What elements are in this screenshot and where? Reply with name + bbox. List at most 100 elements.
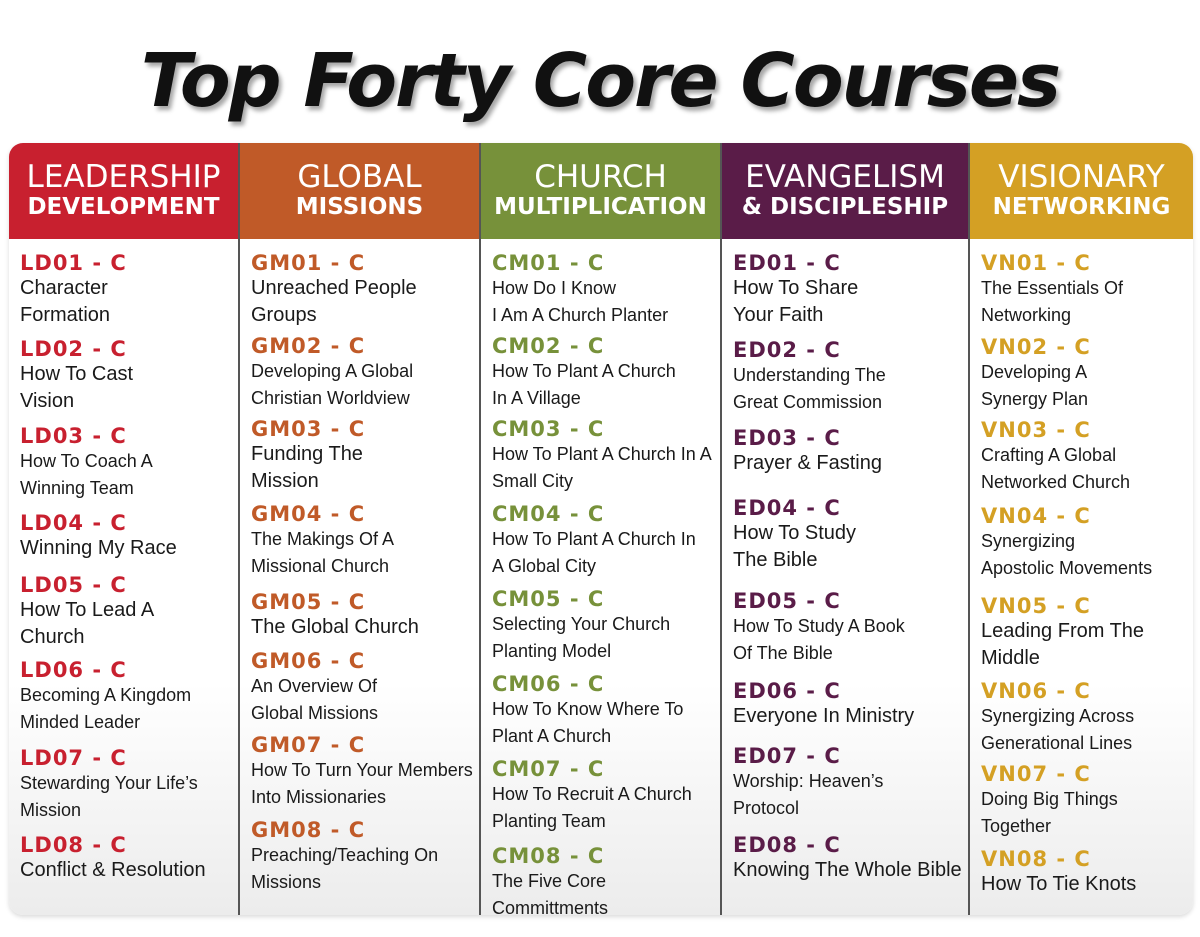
course-code: LD01 - C [20, 251, 127, 275]
course-code: VN08 - C [981, 847, 1091, 871]
course-item: LD04 - C Winning My Race [20, 511, 177, 562]
course-code: ED04 - C [733, 496, 841, 520]
column-header-line2: NETWORKING [992, 194, 1171, 220]
course-item: LD02 - C How To Cast Vision [20, 337, 133, 415]
course-code: GM06 - C [251, 649, 366, 673]
course-name: How To Share Your Faith [733, 277, 859, 326]
course-code: VN03 - C [981, 418, 1091, 442]
course-name: Developing A Global Christian Worldview [251, 361, 414, 408]
column-header-line2: MULTIPLICATION [494, 194, 707, 220]
course-name: The Five Core Committments [492, 871, 609, 915]
course-code: VN02 - C [981, 335, 1091, 359]
course-name: Unreached People Groups [251, 277, 417, 326]
course-code: CM02 - C [492, 334, 605, 358]
course-item: CM01 - C How Do I Know I Am A Church Plan… [492, 251, 668, 329]
course-code: ED08 - C [733, 833, 841, 857]
course-item: GM05 - C The Global Church [251, 590, 419, 641]
course-name: How To Know Where To Plant A Church [492, 699, 684, 746]
course-item: VN05 - C Leading From The Middle [981, 594, 1144, 672]
course-name: How To Plant A Church In A Global City [492, 529, 696, 576]
course-item: LD01 - C Character Formation [20, 251, 127, 329]
column-header-line2: MISSIONS [295, 194, 424, 220]
course-item: GM07 - C How To Turn Your Members Into Mi… [251, 733, 473, 811]
course-item: CM06 - C How To Know Where To Plant A Chu… [492, 672, 683, 750]
column-header-cm: CHURCH MULTIPLICATION [481, 143, 720, 239]
course-item: ED04 - C How To Study The Bible [733, 496, 856, 574]
course-name: Winning My Race [20, 537, 177, 559]
course-item: CM03 - C How To Plant A Church In A Small… [492, 417, 712, 495]
course-item: VN04 - C Synergizing Apostolic Movements [981, 504, 1152, 582]
course-list: ED01 - C How To Share Your Faith ED02 - C U… [722, 239, 968, 881]
column-vn: VISIONARY NETWORKING VN01 - C The Essential… [970, 143, 1193, 915]
course-code: LD08 - C [20, 833, 127, 857]
course-code: LD02 - C [20, 337, 127, 361]
course-code: ED01 - C [733, 251, 841, 275]
course-item: ED07 - C Worship: Heaven’s Protocol [733, 744, 883, 822]
course-name: Synergizing Across Generational Lines [981, 706, 1135, 753]
course-list: CM01 - C How Do I Know I Am A Church Plan… [481, 239, 720, 915]
course-item: LD06 - C Becoming A Kingdom Minded Leader [20, 658, 191, 736]
course-name: Knowing The Whole Bible [733, 859, 962, 881]
course-name: How To Tie Knots [981, 873, 1137, 895]
column-header-ld: LEADERSHIP DEVELOPMENT [9, 143, 238, 239]
course-code: CM05 - C [492, 587, 605, 611]
course-name: The Makings Of A Missional Church [251, 529, 395, 576]
course-name: How To Lead A Church [20, 599, 155, 648]
course-name: Prayer & Fasting [733, 452, 882, 474]
column-gm: GLOBAL MISSIONS GM01 - C Unreached People G… [240, 143, 481, 915]
course-item: CM08 - C The Five Core Committments [492, 844, 720, 915]
course-item: VN03 - C Crafting A Global Networked Chur… [981, 418, 1130, 496]
course-name: How To Recruit A Church Planting Team [492, 784, 692, 831]
course-code: CM03 - C [492, 417, 605, 441]
course-name: Stewarding Your Life’s Mission [20, 773, 198, 820]
course-item: GM04 - C The Makings Of A Missional Churc… [251, 502, 394, 580]
course-item: GM03 - C Funding The Mission [251, 417, 365, 495]
course-name: Selecting Your Church Planting Model [492, 614, 671, 661]
course-code: GM07 - C [251, 733, 366, 757]
course-name: Character Formation [20, 277, 111, 326]
column-header-line1: GLOBAL [297, 159, 422, 195]
course-code: CM07 - C [492, 757, 605, 781]
column-header-line1: EVANGELISM [745, 159, 945, 195]
course-code: LD04 - C [20, 511, 127, 535]
course-item: VN08 - C How To Tie Knots [981, 847, 1136, 898]
course-name: How To Study A Book Of The Bible [733, 616, 905, 663]
course-item: LD05 - C How To Lead A Church [20, 573, 154, 651]
course-item: VN01 - C The Essentials Of Networking [981, 251, 1123, 329]
column-ed: EVANGELISM & DISCIPLESHIP ED01 - C How To S… [722, 143, 970, 915]
column-header-vn: VISIONARY NETWORKING [970, 143, 1193, 239]
course-name: Everyone In Ministry [733, 705, 915, 727]
course-item: LD08 - C Conflict & Resolution [20, 833, 206, 884]
course-name: The Essentials Of Networking [981, 278, 1124, 325]
course-name: Understanding The Great Commission [733, 365, 886, 412]
course-code: ED05 - C [733, 589, 841, 613]
course-code: ED03 - C [733, 426, 841, 450]
course-list: GM01 - C Unreached People Groups GM02 - C D… [240, 239, 479, 892]
course-item: ED08 - C Knowing The Whole Bible [733, 833, 962, 884]
column-header-ed: EVANGELISM & DISCIPLESHIP [722, 143, 968, 239]
course-code: GM02 - C [251, 334, 366, 358]
course-name: How To Cast Vision [20, 363, 134, 412]
course-name: Becoming A Kingdom Minded Leader [20, 685, 192, 732]
course-code: ED07 - C [733, 744, 841, 768]
course-item: VN06 - C Synergizing Across Generational … [981, 679, 1134, 757]
course-name: Funding The Mission [251, 443, 363, 492]
column-header-gm: GLOBAL MISSIONS [240, 143, 479, 239]
course-name: How To Turn Your Members Into Missionari… [251, 760, 473, 807]
course-code: CM08 - C [492, 844, 605, 868]
course-item: GM08 - C Preaching/Teaching On Missions [251, 818, 438, 896]
course-name: Crafting A Global Networked Church [981, 445, 1131, 492]
course-item: VN07 - C Doing Big Things Together [981, 762, 1118, 840]
course-item: VN02 - C Developing A Synergy Plan [981, 335, 1091, 413]
course-name: An Overview Of Global Missions [251, 676, 379, 723]
course-item: CM04 - C How To Plant A Church In A Globa… [492, 502, 696, 580]
course-code: VN01 - C [981, 251, 1091, 275]
course-code: LD05 - C [20, 573, 127, 597]
course-item: LD03 - C How To Coach A Winning Team [20, 424, 153, 502]
course-name: How To Study The Bible [733, 522, 857, 571]
course-code: CM04 - C [492, 502, 605, 526]
course-code: GM03 - C [251, 417, 366, 441]
course-code: GM08 - C [251, 818, 366, 842]
page-title: Top Forty Core Courses [140, 38, 1061, 124]
course-item: ED05 - C How To Study A Book Of The Bible [733, 589, 905, 667]
